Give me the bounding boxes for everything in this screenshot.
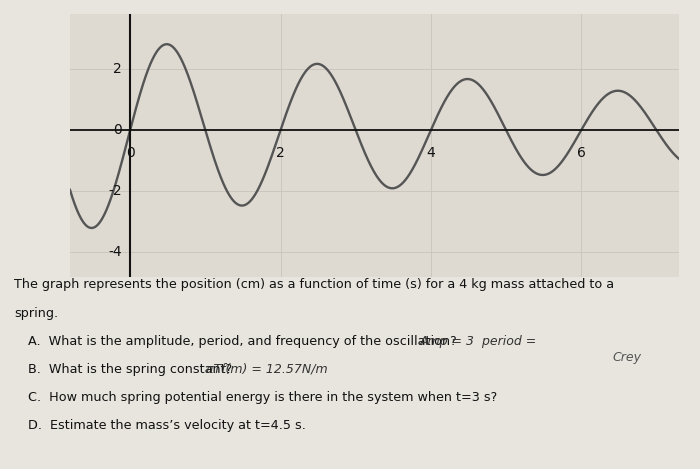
Text: -2: -2 [108,184,122,198]
Text: 2: 2 [276,146,285,160]
Text: B.  What is the spring constant?: B. What is the spring constant? [28,363,232,376]
Text: -4: -4 [108,245,122,259]
Text: 4: 4 [426,146,435,160]
Text: spring.: spring. [14,307,58,319]
Text: πTf(m) = 12.57N/m: πTf(m) = 12.57N/m [206,363,328,376]
Text: 0: 0 [126,146,134,160]
Text: Crey: Crey [612,351,641,364]
Text: C.  How much spring potential energy is there in the system when t=3 s?: C. How much spring potential energy is t… [28,391,497,404]
Text: 2: 2 [113,62,122,76]
Text: Amp = 3  period =: Amp = 3 period = [420,335,538,348]
Text: D.  Estimate the mass’s velocity at t=4.5 s.: D. Estimate the mass’s velocity at t=4.5… [28,419,306,432]
Text: A.  What is the amplitude, period, and frequency of the oscillation?: A. What is the amplitude, period, and fr… [28,335,456,348]
Text: 6: 6 [577,146,586,160]
Text: 0: 0 [113,123,122,137]
Text: The graph represents the position (cm) as a function of time (s) for a 4 kg mass: The graph represents the position (cm) a… [14,279,614,291]
